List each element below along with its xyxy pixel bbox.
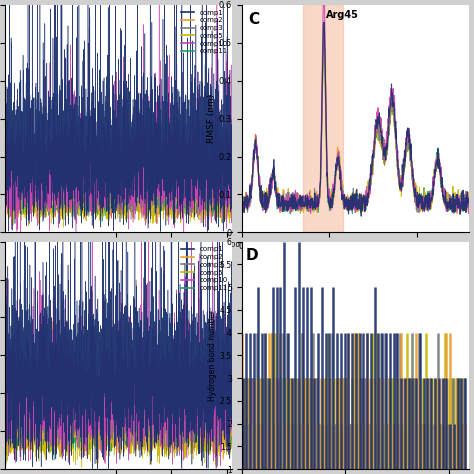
Y-axis label: RMSF (nm): RMSF (nm) (207, 94, 216, 143)
X-axis label: Re: Re (350, 253, 361, 262)
Y-axis label: Hydrogen bond number: Hydrogen bond number (208, 310, 217, 401)
Legend: comp1, comp2, comp3, comp5, comp10, comp11: comp1, comp2, comp3, comp5, comp10, comp… (180, 245, 229, 292)
Text: Arg45: Arg45 (326, 10, 358, 20)
Legend: comp1, comp2, comp3, comp5, comp10, comp11: comp1, comp2, comp3, comp5, comp10, comp… (180, 8, 229, 55)
Text: C: C (248, 11, 259, 27)
Text: D: D (246, 248, 259, 264)
X-axis label: ): ) (117, 249, 120, 258)
Bar (303, 5, 343, 232)
